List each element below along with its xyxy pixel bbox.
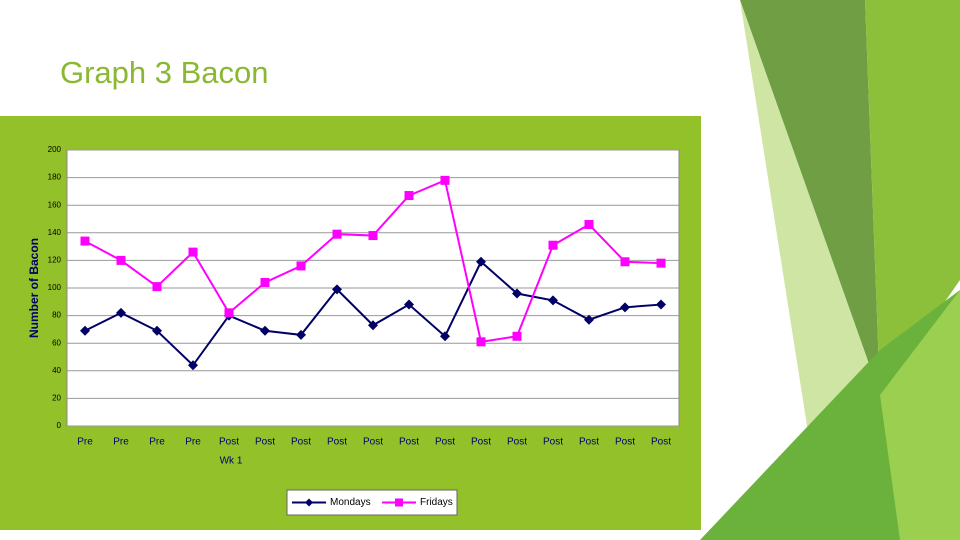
x-tick-label: Post — [579, 437, 599, 448]
y-tick-label: 40 — [52, 366, 61, 375]
x-tick-label: Post — [615, 437, 635, 448]
marker — [332, 229, 342, 239]
marker — [548, 295, 558, 306]
x-tick-label: Pre — [149, 437, 165, 448]
marker — [440, 175, 450, 185]
marker — [584, 220, 594, 230]
x-tick-label: Post — [471, 437, 491, 448]
marker — [656, 258, 666, 268]
marker — [116, 307, 126, 318]
y-tick-label: 120 — [48, 256, 62, 265]
y-tick-label: 60 — [52, 338, 61, 347]
marker — [512, 331, 522, 341]
marker — [476, 256, 486, 267]
marker — [512, 288, 522, 299]
marker — [440, 331, 450, 342]
marker — [152, 325, 162, 336]
x-tick-label: Post — [651, 437, 671, 448]
marker — [80, 325, 90, 336]
marker — [332, 284, 342, 295]
decoration — [865, 0, 960, 395]
slide-title: Graph 3 Bacon — [60, 55, 269, 90]
marker — [584, 314, 594, 325]
x-axis-title: Wk 1 — [220, 456, 243, 467]
y-tick-label: 140 — [48, 228, 62, 237]
legend-marker — [395, 498, 403, 507]
x-tick-label: Pre — [113, 437, 129, 448]
x-tick-label: Post — [327, 437, 347, 448]
marker — [188, 360, 198, 371]
y-tick-label: 80 — [52, 311, 61, 320]
marker — [116, 255, 126, 265]
decoration — [880, 290, 960, 540]
y-axis-title: Number of Bacon — [27, 238, 41, 338]
legend-marker — [305, 498, 313, 507]
x-tick-label: Post — [291, 437, 311, 448]
marker — [152, 282, 162, 292]
marker — [476, 337, 486, 347]
y-tick-label: 180 — [48, 173, 62, 182]
y-tick-label: 20 — [52, 394, 61, 403]
marker — [548, 240, 558, 250]
y-tick-label: 100 — [48, 283, 62, 292]
marker — [620, 302, 630, 313]
x-tick-label: Post — [543, 437, 563, 448]
marker — [296, 329, 306, 340]
marker — [368, 320, 378, 331]
marker — [404, 191, 414, 201]
marker — [260, 277, 270, 287]
x-tick-label: Post — [219, 437, 239, 448]
x-tick-label: Pre — [185, 437, 201, 448]
y-tick-label: 0 — [57, 421, 62, 430]
x-tick-label: Pre — [77, 437, 93, 448]
marker — [404, 299, 414, 310]
marker — [80, 236, 90, 246]
x-tick-label: Post — [255, 437, 275, 448]
marker — [260, 325, 270, 336]
marker — [656, 299, 666, 310]
marker — [620, 257, 630, 267]
legend-label: Mondays — [330, 497, 371, 508]
marker — [224, 308, 234, 318]
x-tick-label: Post — [399, 437, 419, 448]
legend-label: Fridays — [420, 497, 453, 508]
marker — [296, 261, 306, 271]
y-tick-label: 200 — [48, 145, 62, 154]
y-tick-label: 160 — [48, 200, 62, 209]
x-tick-label: Post — [507, 437, 527, 448]
x-tick-label: Post — [363, 437, 383, 448]
x-tick-label: Post — [435, 437, 455, 448]
marker — [368, 231, 378, 241]
marker — [188, 247, 198, 257]
